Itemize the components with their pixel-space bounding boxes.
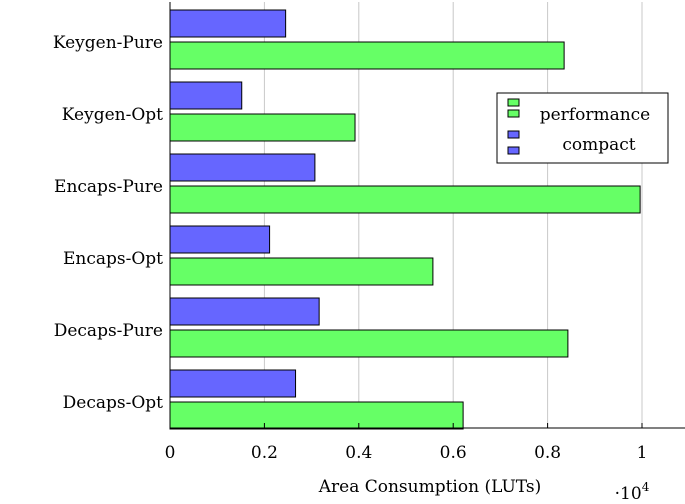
- x-tick-labels: 0 0.2 0.4 0.6 0.8 1: [165, 443, 648, 463]
- x-tick-label: 0.6: [440, 443, 467, 463]
- x-tick-label: 0.4: [345, 443, 372, 463]
- category-label: Keygen-Opt: [62, 105, 163, 125]
- bars: [169, 9, 641, 430]
- category-labels: Keygen-Pure Keygen-Opt Encaps-Pure Encaps-O…: [53, 33, 163, 413]
- category-label: Encaps-Pure: [54, 177, 163, 197]
- category-label: Decaps-Opt: [63, 393, 164, 413]
- x-axis-label: Area Consumption (LUTs): [318, 477, 542, 497]
- legend-swatch-performance: [507, 109, 520, 118]
- bar-compact: [169, 297, 320, 326]
- category-label: Encaps-Opt: [63, 249, 163, 269]
- legend-swatch-compact: [507, 146, 520, 155]
- legend-label-performance: performance: [540, 105, 651, 125]
- category-label: Keygen-Pure: [53, 33, 163, 53]
- legend-box: [496, 92, 669, 164]
- bar-compact: [169, 369, 297, 398]
- x-tick-label: 0.8: [534, 443, 561, 463]
- x-tick-label: 0.2: [251, 443, 278, 463]
- legend: performance compact: [496, 92, 669, 164]
- x-tick-label: 1: [637, 443, 648, 463]
- bar-compact: [169, 81, 243, 110]
- legend-label-compact: compact: [562, 135, 635, 155]
- bar-performance: [169, 41, 565, 70]
- bar-compact: [169, 225, 271, 254]
- bar-performance: [169, 185, 641, 214]
- bar-compact: [169, 9, 287, 38]
- bar-performance: [169, 113, 356, 142]
- bar-performance: [169, 257, 434, 286]
- legend-swatch-performance: [507, 98, 520, 107]
- bar-compact: [169, 153, 316, 182]
- category-label: Decaps-Pure: [54, 321, 163, 341]
- bar-performance: [169, 401, 464, 430]
- bar-performance: [169, 329, 569, 358]
- x-tick-label: 0: [165, 443, 176, 463]
- legend-swatch-compact: [507, 130, 520, 139]
- axes: [169, 2, 685, 429]
- x-multiplier-label: ·104: [615, 480, 650, 504]
